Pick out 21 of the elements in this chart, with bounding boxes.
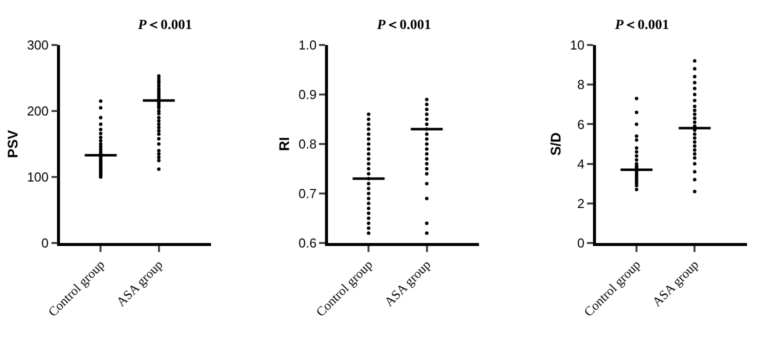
chart-title: P＜0.001 xyxy=(138,18,192,33)
y-tick-label: 0 xyxy=(577,236,585,251)
y-axis-title: RI xyxy=(276,137,292,151)
chart-title: P＜0.001 xyxy=(615,18,670,33)
y-tick-label: 4 xyxy=(577,156,585,172)
y-tick-label: 2 xyxy=(577,196,585,211)
y-axis-title: PSV xyxy=(4,129,21,158)
chart-title: P＜0.001 xyxy=(377,18,432,33)
y-tick-label: 1.0 xyxy=(298,38,317,53)
y-tick-label: 0.6 xyxy=(298,236,317,251)
y-tick-label: 6 xyxy=(577,116,585,132)
y-tick-label: 0 xyxy=(41,236,49,251)
y-tick-label: 8 xyxy=(577,77,585,92)
y-tick-label: 300 xyxy=(26,38,49,53)
y-tick-label: 10 xyxy=(570,38,585,53)
y-tick-label: 0.7 xyxy=(298,186,317,202)
y-tick-label: 0.9 xyxy=(298,87,317,102)
y-axis-title: S/D xyxy=(548,132,564,156)
y-tick-label: 200 xyxy=(26,104,49,119)
y-tick-label: 0.8 xyxy=(298,136,317,152)
y-tick-label: 100 xyxy=(26,170,49,185)
